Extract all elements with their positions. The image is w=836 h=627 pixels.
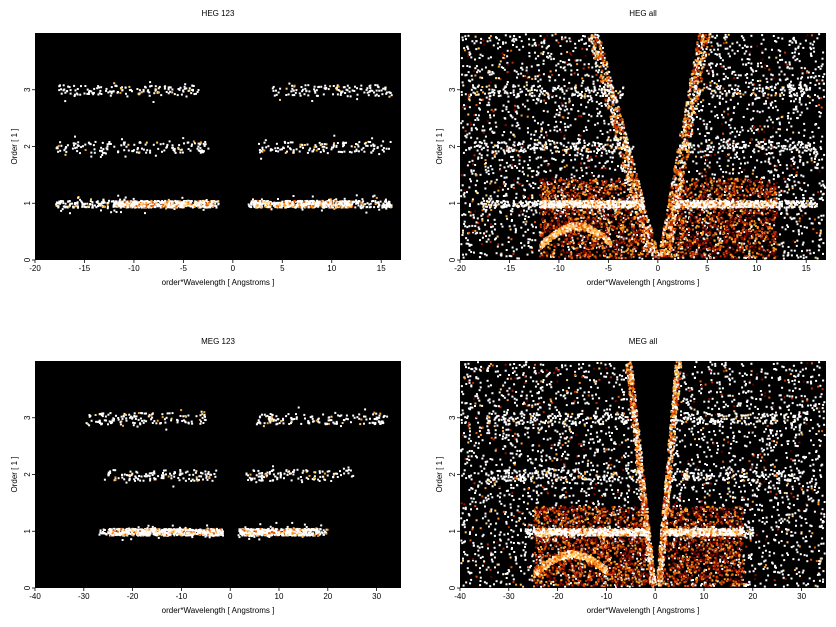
x-tick-label: 0 [228, 592, 233, 601]
x-tick-label: 5 [705, 264, 710, 273]
x-tick-label: 15 [802, 264, 811, 273]
x-tick-label: 30 [797, 592, 806, 601]
x-tick-label: -10 [176, 592, 188, 601]
x-tick-label: -5 [605, 264, 613, 273]
panel-heg-all: HEG all -20 -15 -10 -5 0 5 10 15 0 1 2 3 order*Wavele… [435, 9, 826, 287]
event-cells [460, 361, 826, 588]
y-tick-label: 1 [23, 200, 32, 205]
x-tick-label: 10 [752, 264, 761, 273]
y-tick-label: 3 [448, 415, 457, 420]
x-tick-label: 20 [748, 592, 757, 601]
y-tick-label: 3 [23, 415, 32, 420]
x-tick-label: -20 [552, 592, 564, 601]
y-tick-label: 2 [23, 144, 32, 149]
y-tick-label: 1 [448, 528, 457, 533]
panel-title: HEG 123 [202, 9, 235, 18]
x-tick-label: -15 [79, 264, 91, 273]
y-tick-label: 2 [23, 472, 32, 477]
x-tick-label: 20 [323, 592, 332, 601]
y-axis-label: Order [ 1 ] [435, 456, 444, 492]
x-tick-label: -10 [553, 264, 565, 273]
x-tick-label: 10 [275, 592, 284, 601]
x-tick-label: 0 [656, 264, 661, 273]
panel-heg-123: HEG 123 -20 -15 -10 -5 0 5 10 15 0 1 2 3 order*Wavele… [10, 9, 401, 287]
x-axis-label: order*Wavelength [ Angstroms ] [162, 278, 275, 287]
x-tick-label: -15 [504, 264, 516, 273]
panel-title: HEG all [629, 9, 657, 18]
y-tick-label: 2 [448, 144, 457, 149]
x-tick-label: -30 [503, 592, 515, 601]
x-tick-label: -20 [127, 592, 139, 601]
x-tick-label: 15 [377, 264, 386, 273]
x-axis-label: order*Wavelength [ Angstroms ] [162, 606, 275, 615]
x-tick-label: 5 [280, 264, 285, 273]
plot-area [35, 33, 401, 260]
y-axis-label: Order [ 1 ] [10, 456, 19, 492]
y-tick-label: 1 [23, 528, 32, 533]
event-cells [85, 406, 389, 541]
x-tick-label: -30 [78, 592, 90, 601]
x-tick-label: -10 [601, 592, 613, 601]
y-tick-label: 1 [448, 200, 457, 205]
x-tick-label: 0 [231, 264, 236, 273]
x-axis-label: order*Wavelength [ Angstroms ] [587, 278, 700, 287]
x-tick-label: -20 [454, 264, 466, 273]
x-tick-label: -10 [128, 264, 140, 273]
event-cells [460, 33, 826, 260]
panel-meg-123: MEG 123 -40 -30 -20 -10 0 10 20 30 0 1 2 3 order*Wave… [10, 337, 401, 615]
event-cells [55, 81, 393, 215]
y-tick-label: 0 [448, 257, 457, 262]
y-tick-label: 0 [448, 585, 457, 590]
y-axis-label: Order [ 1 ] [10, 128, 19, 164]
y-axis-label: Order [ 1 ] [435, 128, 444, 164]
x-tick-label: -5 [180, 264, 188, 273]
x-tick-label: 0 [653, 592, 658, 601]
y-tick-label: 3 [448, 87, 457, 92]
x-tick-label: -40 [454, 592, 466, 601]
y-tick-label: 0 [23, 585, 32, 590]
x-tick-label: 30 [372, 592, 381, 601]
x-tick-label: 10 [327, 264, 336, 273]
x-tick-label: -40 [29, 592, 41, 601]
x-tick-label: -20 [29, 264, 41, 273]
plot-area [35, 361, 401, 588]
x-axis-label: order*Wavelength [ Angstroms ] [587, 606, 700, 615]
panel-title: MEG 123 [201, 337, 235, 346]
y-tick-label: 2 [448, 472, 457, 477]
panel-title: MEG all [629, 337, 658, 346]
panel-meg-all: MEG all -40 -30 -20 -10 0 10 20 30 0 1 2 3 order*Wave… [435, 337, 826, 615]
x-tick-label: 10 [700, 592, 709, 601]
y-tick-label: 3 [23, 87, 32, 92]
y-tick-label: 0 [23, 257, 32, 262]
